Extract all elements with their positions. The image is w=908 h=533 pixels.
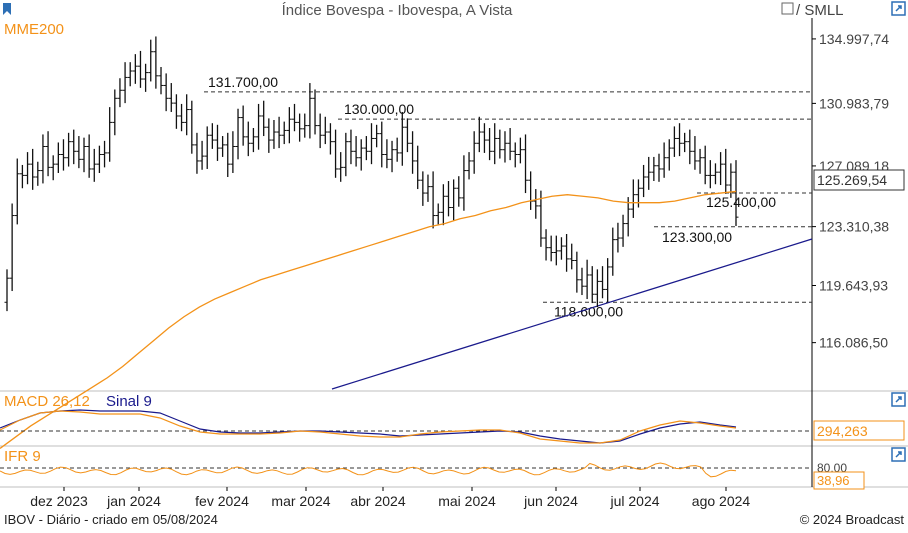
footer-right: © 2024 Broadcast bbox=[800, 512, 905, 527]
ifr-last-value: 38,96 bbox=[817, 473, 850, 488]
annotation-label: 131.700,00 bbox=[208, 74, 278, 90]
mme200-label: MME200 bbox=[4, 21, 64, 38]
x-tick-label: jun 2024 bbox=[523, 493, 578, 509]
y-tick-label: 130.983,79 bbox=[819, 95, 889, 111]
ifr-line bbox=[0, 462, 737, 478]
trendline bbox=[331, 238, 813, 390]
x-tick-label: mai 2024 bbox=[438, 493, 496, 509]
export-icon[interactable] bbox=[891, 1, 906, 16]
x-tick-label: fev 2024 bbox=[195, 493, 249, 509]
macd-label: MACD 26,12 bbox=[4, 393, 90, 410]
checkbox-icon[interactable] bbox=[781, 2, 794, 15]
macd-last-value: 294,263 bbox=[817, 423, 868, 439]
compare-label: / SMLL bbox=[796, 2, 844, 19]
annotation-label: 130.000,00 bbox=[344, 101, 414, 117]
y-tick-label: 119.643,93 bbox=[819, 278, 888, 294]
annotation-label: 125.400,00 bbox=[706, 194, 776, 210]
x-tick-label: ago 2024 bbox=[692, 493, 751, 509]
price-value-box bbox=[813, 169, 905, 191]
macd-value-box bbox=[813, 420, 905, 441]
x-tick-label: mar 2024 bbox=[271, 493, 330, 509]
x-tick-label: abr 2024 bbox=[350, 493, 405, 509]
y-tick-label: 134.997,74 bbox=[819, 31, 889, 47]
chart-title: Índice Bovespa - Ibovespa, A Vista bbox=[282, 2, 513, 19]
x-tick-label: jan 2024 bbox=[106, 493, 161, 509]
x-tick-label: dez 2023 bbox=[30, 493, 88, 509]
y-tick-label: 123.310,38 bbox=[819, 219, 889, 235]
price-last-value: 125.269,54 bbox=[817, 172, 887, 188]
export-icon[interactable] bbox=[891, 392, 906, 407]
ifr-value-box bbox=[813, 471, 865, 490]
x-tick-label: jul 2024 bbox=[609, 493, 659, 509]
footer-left: IBOV - Diário - criado em 05/08/2024 bbox=[4, 512, 218, 527]
signal-line bbox=[0, 409, 737, 444]
ifr-label: IFR 9 bbox=[4, 448, 41, 465]
export-icon[interactable] bbox=[891, 447, 906, 462]
y-tick-label: 116.086,50 bbox=[819, 335, 888, 351]
annotation-label: 123.300,00 bbox=[662, 229, 732, 245]
bookmark-icon[interactable] bbox=[3, 3, 11, 15]
macd-line bbox=[0, 410, 737, 444]
mme200-line bbox=[0, 190, 737, 449]
annotation-label: 118.600,00 bbox=[554, 303, 623, 319]
signal-label: Sinal 9 bbox=[106, 393, 152, 410]
